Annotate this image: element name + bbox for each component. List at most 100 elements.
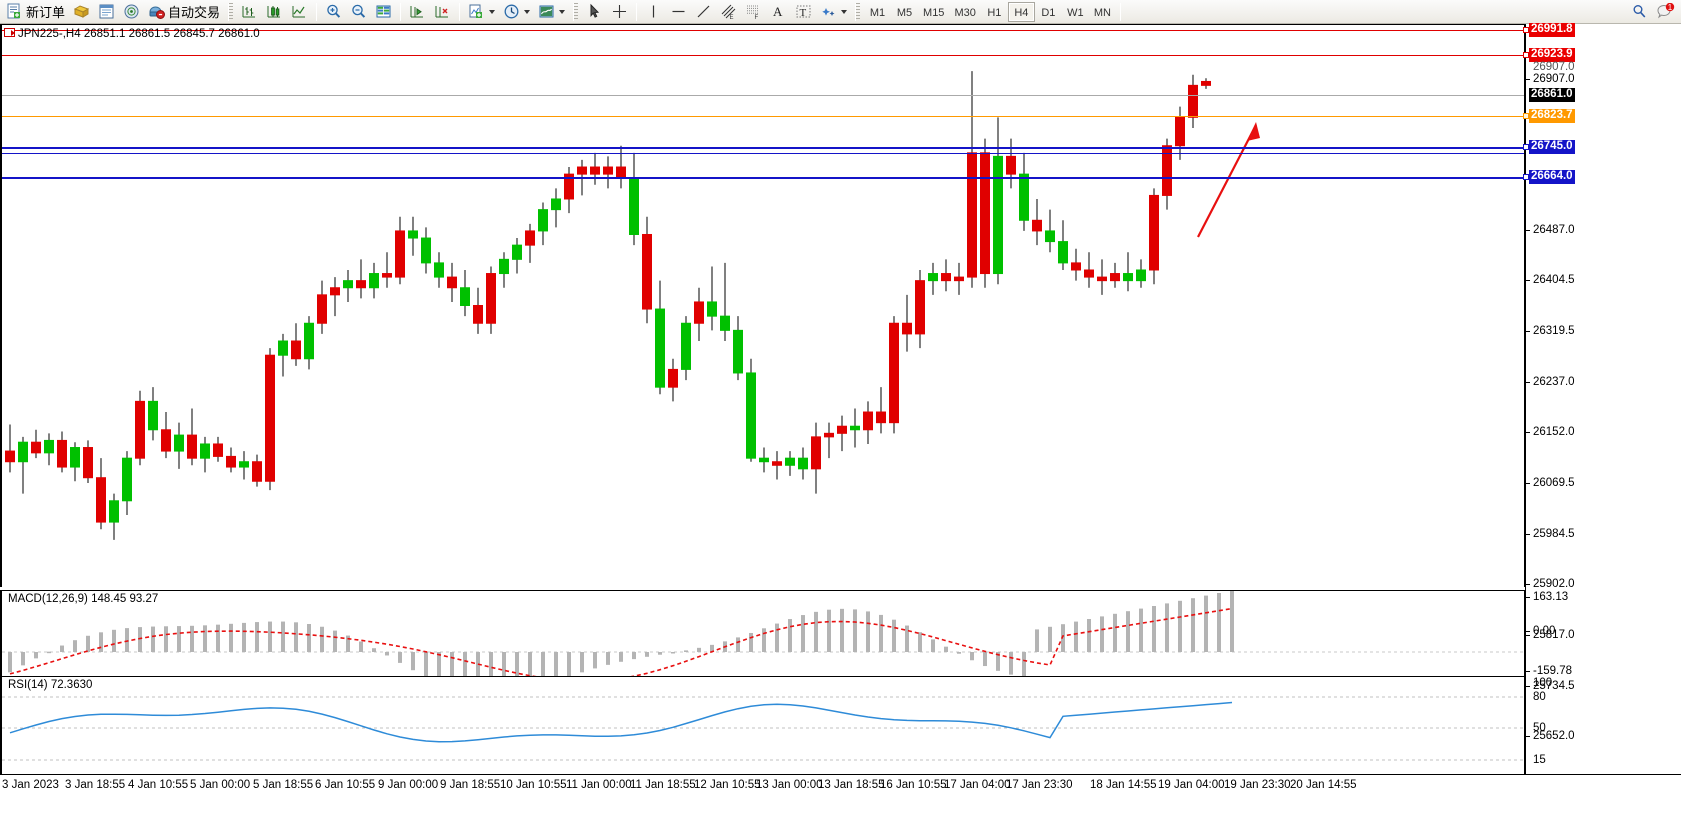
level-handle-26923[interactable]: [1523, 52, 1529, 58]
timeframe-m15[interactable]: M15: [923, 6, 945, 19]
shapes-button[interactable]: [816, 1, 851, 23]
text-label-button[interactable]: A: [766, 1, 791, 23]
price-pane[interactable]: JPN225-,H4 26851.1 26861.5 26845.7 26861…: [0, 24, 1525, 587]
fibonacci-retracement-button[interactable]: F: [741, 1, 766, 23]
level-tag-26923[interactable]: 26923.9: [1529, 48, 1575, 62]
periods-chevron-down-icon[interactable]: [524, 9, 531, 14]
timeframe-m1[interactable]: M1: [869, 6, 886, 19]
data-window-button[interactable]: [94, 1, 119, 23]
level-handle-26745[interactable]: [1523, 144, 1529, 150]
shapes-chevron-down-icon[interactable]: [841, 9, 848, 14]
zoom-out-icon: [350, 3, 367, 20]
toolbar-separator-3: [459, 2, 461, 21]
time-scale[interactable]: 3 Jan 2023 3 Jan 18:55 4 Jan 10:55 5 Jan…: [0, 774, 1681, 825]
line-chart-button[interactable]: [287, 1, 312, 23]
crosshair-button[interactable]: [607, 1, 632, 23]
auto-trading-label: 自动交易: [168, 5, 221, 20]
shapes-icon: [820, 3, 837, 20]
time-label-10: 11 Jan 18:55: [630, 779, 696, 791]
toolbar-separator-4: [636, 2, 638, 21]
auto-trading-button[interactable]: 自动交易: [144, 1, 224, 23]
zoom-out-button[interactable]: [346, 1, 371, 23]
level-tag-26823[interactable]: 26823.7: [1529, 109, 1575, 123]
level-line-26745[interactable]: [2, 147, 1524, 149]
bullish-trend-arrow: [1197, 122, 1260, 238]
chart-autoscroll-button[interactable]: [430, 1, 455, 23]
macd-label-top: 163.13: [1533, 591, 1569, 603]
level-line-26923[interactable]: [2, 55, 1524, 56]
time-label-0: 3 Jan 2023: [2, 779, 59, 791]
bar-chart-button[interactable]: [237, 1, 262, 23]
timeframe-h4[interactable]: H4: [1007, 1, 1035, 22]
timeframe-m30[interactable]: M30: [954, 6, 976, 19]
chart-container[interactable]: JPN225-,H4 26851.1 26861.5 26845.7 26861…: [0, 23, 1681, 825]
notification-count: 1: [1668, 3, 1673, 12]
navigator-icon: [123, 3, 140, 20]
level-tag-26991[interactable]: 26991.8: [1529, 23, 1575, 37]
data-window-icon: [98, 3, 115, 20]
toolbar-grip-2[interactable]: [573, 2, 579, 21]
cursor-button[interactable]: [582, 1, 607, 23]
text-object-button[interactable]: T: [791, 1, 816, 23]
chart-grid-button[interactable]: [371, 1, 396, 23]
trendline-button[interactable]: [691, 1, 716, 23]
toolbar-grip-3[interactable]: [855, 2, 861, 21]
rsi-pane[interactable]: RSI(14) 72.3630: [0, 676, 1525, 774]
price-label-26907: 26907.0: [1533, 61, 1575, 73]
time-label-19: 19 Jan 23:30: [1224, 779, 1291, 791]
timeframe-h1[interactable]: H1: [987, 6, 1002, 19]
price-scale[interactable]: 26907.0 26572.0 26487.0 26404.5 26319.5 …: [1523, 23, 1681, 793]
toolbar-separator-2: [400, 2, 402, 21]
expert-advisors-button[interactable]: [69, 1, 94, 23]
level-tag-last-price: 26861.0: [1529, 88, 1575, 102]
macd-pane[interactable]: MACD(12,26,9) 148.45 93.27: [0, 590, 1525, 683]
level-tag-26664[interactable]: 26664.0: [1529, 170, 1575, 184]
svg-text:A: A: [773, 4, 783, 19]
equidistant-channel-button[interactable]: E: [716, 1, 741, 23]
time-label-9: 11 Jan 00:00: [566, 779, 632, 791]
vertical-line-button[interactable]: [641, 1, 666, 23]
timeframe-d1[interactable]: D1: [1041, 6, 1056, 19]
indicators-chevron-down-icon[interactable]: [489, 9, 496, 14]
level-line-26991[interactable]: [2, 30, 1524, 31]
level-handle-26823[interactable]: [1523, 113, 1529, 119]
level-line-26664[interactable]: [2, 177, 1524, 179]
timeframe-mn[interactable]: MN: [1093, 6, 1111, 19]
chart-shift-button[interactable]: [405, 1, 430, 23]
navigator-button[interactable]: [119, 1, 144, 23]
main-toolbar: 新订单: [0, 0, 1681, 24]
cursor-icon: [586, 3, 603, 20]
horizontal-line-icon: [670, 3, 687, 20]
text-object-icon: T: [795, 3, 812, 20]
level-tag-26745[interactable]: 26745.0: [1529, 140, 1575, 154]
rsi-plot: [2, 696, 1524, 761]
macd-label-zero: 0.00: [1533, 625, 1556, 637]
indicators-button[interactable]: [464, 1, 499, 23]
symbol-header: JPN225-,H4 26851.1 26861.5 26845.7 26861…: [18, 28, 260, 40]
level-line-26823[interactable]: [2, 116, 1524, 117]
notifications-icon: 1: [1656, 2, 1675, 21]
horizontal-line-button[interactable]: [666, 1, 691, 23]
timeframe-w1[interactable]: W1: [1067, 6, 1084, 19]
timeframe-m5[interactable]: M5: [896, 6, 913, 19]
crosshair-icon: [611, 3, 628, 20]
zoom-in-button[interactable]: [321, 1, 346, 23]
time-label-8: 10 Jan 10:55: [500, 779, 567, 791]
notifications-button[interactable]: 1: [1652, 1, 1679, 23]
level-handle-26664[interactable]: [1523, 174, 1529, 180]
periods-button[interactable]: [499, 1, 534, 23]
time-label-13: 13 Jan 18:55: [818, 779, 885, 791]
level-line-last-price: [2, 95, 1524, 96]
macd-plot: [2, 591, 1524, 682]
auto-trading-icon: [148, 3, 166, 20]
candlestick-chart-button[interactable]: [262, 1, 287, 23]
search-button[interactable]: [1627, 1, 1652, 23]
toolbar-grip-1[interactable]: [228, 2, 234, 21]
zoom-in-icon: [325, 3, 342, 20]
templates-chevron-down-icon[interactable]: [559, 9, 566, 14]
new-order-button[interactable]: 新订单: [2, 1, 69, 23]
templates-button[interactable]: [534, 1, 569, 23]
level-handle-26991[interactable]: [1523, 27, 1529, 33]
rsi-header: RSI(14) 72.3630: [8, 679, 93, 691]
